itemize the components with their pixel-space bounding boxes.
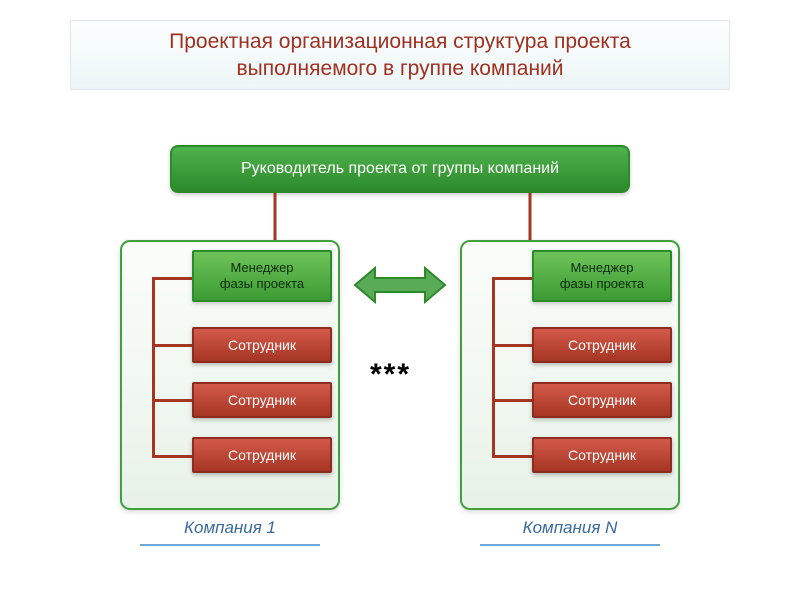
tree-branch bbox=[152, 399, 192, 402]
tree-trunk bbox=[152, 277, 155, 457]
employee-node: Сотрудник bbox=[192, 437, 332, 473]
employee-node: Сотрудник bbox=[532, 382, 672, 418]
tree-branch bbox=[152, 455, 192, 458]
company-1-label: Компания 1 bbox=[120, 518, 340, 538]
phase-manager-node: Менеджер фазы проекта bbox=[192, 250, 332, 302]
tree-trunk bbox=[492, 277, 495, 457]
company-n-panel: Менеджер фазы проекта Сотрудник Сотрудни… bbox=[460, 240, 680, 510]
phase-manager-node: Менеджер фазы проекта bbox=[532, 250, 672, 302]
bidirectional-arrow-icon bbox=[355, 268, 445, 302]
employee-node: Сотрудник bbox=[192, 382, 332, 418]
company-1-panel: Менеджер фазы проекта Сотрудник Сотрудни… bbox=[120, 240, 340, 510]
employee-node: Сотрудник bbox=[532, 327, 672, 363]
tree-branch bbox=[492, 344, 532, 347]
diagram-title: Проектная организационная структура прое… bbox=[70, 20, 730, 90]
employee-node: Сотрудник bbox=[532, 437, 672, 473]
tree-branch bbox=[152, 277, 192, 280]
ellipsis-stars: *** bbox=[370, 358, 411, 392]
tree-branch bbox=[492, 277, 532, 280]
label-underline bbox=[480, 544, 660, 546]
tree-branch bbox=[492, 455, 532, 458]
tree-branch bbox=[152, 344, 192, 347]
company-n-label: Компания N bbox=[460, 518, 680, 538]
tree-branch bbox=[492, 399, 532, 402]
project-director-node: Руководитель проекта от группы компаний bbox=[170, 145, 630, 193]
label-underline bbox=[140, 544, 320, 546]
employee-node: Сотрудник bbox=[192, 327, 332, 363]
